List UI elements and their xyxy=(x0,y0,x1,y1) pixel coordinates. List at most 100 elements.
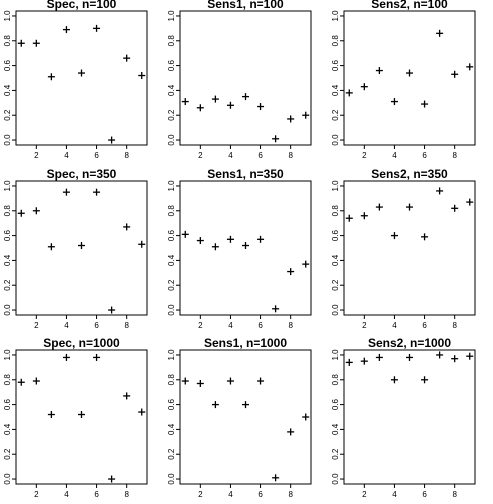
y-tick-label: 1.0 xyxy=(331,349,340,361)
x-tick-label: 2 xyxy=(34,151,39,160)
data-point xyxy=(17,378,25,386)
y-tick-label: 0.2 xyxy=(331,279,340,291)
x-tick-label: 8 xyxy=(124,151,129,160)
plot-frame xyxy=(15,10,148,146)
plot-frame xyxy=(179,180,312,316)
x-tick-label: 6 xyxy=(422,321,427,330)
data-point xyxy=(345,358,353,366)
scatter-panel-7: Spec, n=1000 0.0 0.2 0.4 0.6 0.8 1.0 2 4 6 8 xyxy=(3,336,148,499)
data-point xyxy=(62,188,70,196)
data-point xyxy=(93,188,101,196)
plot-frame xyxy=(179,10,312,146)
x-tick-label: 6 xyxy=(258,321,263,330)
scatter-panel-3: Sens2, n=100 0.0 0.2 0.4 0.6 0.8 1.0 2 4 6 8 xyxy=(331,0,476,160)
y-tick-label: 0.2 xyxy=(167,448,176,460)
x-tick-label: 2 xyxy=(362,151,367,160)
data-point xyxy=(123,54,131,62)
data-point xyxy=(78,69,85,77)
data-point xyxy=(272,305,280,313)
data-point xyxy=(211,243,219,251)
y-tick-label: 1.0 xyxy=(3,349,12,361)
y-tick-label: 0.2 xyxy=(3,109,12,121)
data-point xyxy=(436,351,444,359)
data-point xyxy=(181,230,189,238)
y-tick-label: 0.2 xyxy=(167,109,176,121)
plot-frame xyxy=(179,349,312,485)
data-point xyxy=(108,306,116,314)
data-point xyxy=(466,352,474,360)
data-point xyxy=(287,428,295,436)
data-point xyxy=(181,377,189,385)
y-tick-label: 0.0 xyxy=(331,304,340,316)
data-point xyxy=(32,39,40,47)
y-tick-label: 1.0 xyxy=(3,10,12,22)
data-point xyxy=(17,39,25,47)
plot-frame xyxy=(343,180,476,316)
x-tick-label: 4 xyxy=(392,151,397,160)
y-tick-label: 0.4 xyxy=(167,254,176,266)
data-point xyxy=(62,26,70,34)
y-tick-label: 0.2 xyxy=(331,109,340,121)
data-point xyxy=(360,357,368,365)
data-point xyxy=(390,376,398,384)
data-point xyxy=(123,223,131,231)
y-tick-label: 0.4 xyxy=(3,84,12,96)
data-point xyxy=(242,93,249,101)
x-tick-label: 6 xyxy=(422,151,427,160)
y-tick-label: 0.0 xyxy=(3,134,12,146)
y-tick-label: 0.2 xyxy=(331,448,340,460)
data-point xyxy=(226,101,234,109)
data-point xyxy=(78,411,85,419)
data-point xyxy=(421,376,429,384)
y-tick-label: 0.0 xyxy=(167,473,176,485)
data-point xyxy=(466,198,474,206)
panel-title: Spec, n=350 xyxy=(47,167,117,181)
panel-title: Sens2, n=1000 xyxy=(368,336,451,350)
data-point xyxy=(47,243,55,251)
data-point xyxy=(302,413,310,421)
data-point xyxy=(47,411,55,419)
data-point xyxy=(302,111,310,119)
data-point xyxy=(226,235,234,243)
scatter-panel-9: Sens2, n=1000 0.0 0.2 0.4 0.6 0.8 1.0 2 4 6 8 xyxy=(331,336,476,499)
y-tick-label: 0.0 xyxy=(167,304,176,316)
y-tick-label: 0.4 xyxy=(331,423,340,435)
x-tick-label: 2 xyxy=(198,321,203,330)
x-tick-label: 2 xyxy=(198,490,203,499)
y-tick-label: 0.4 xyxy=(3,254,12,266)
scatter-panel-6: Sens2, n=350 0.0 0.2 0.4 0.6 0.8 1.0 2 4 6 8 xyxy=(331,167,476,330)
data-point xyxy=(196,380,204,387)
x-tick-label: 6 xyxy=(94,321,99,330)
y-tick-label: 0.4 xyxy=(167,84,176,96)
data-point xyxy=(406,203,413,211)
x-tick-label: 6 xyxy=(422,490,427,499)
data-point xyxy=(345,214,353,222)
data-point xyxy=(451,204,459,212)
scatter-panel-4: Spec, n=350 0.0 0.2 0.4 0.6 0.8 1.0 2 4 6 8 xyxy=(3,167,148,330)
y-tick-label: 0.0 xyxy=(331,473,340,485)
data-point xyxy=(242,401,249,409)
x-tick-label: 2 xyxy=(362,321,367,330)
x-tick-label: 4 xyxy=(392,490,397,499)
y-tick-label: 0.2 xyxy=(3,279,12,291)
panel-title: Sens1, n=100 xyxy=(207,0,284,11)
y-tick-label: 0.6 xyxy=(167,229,176,241)
data-point xyxy=(287,268,295,276)
x-tick-label: 8 xyxy=(452,151,457,160)
x-tick-label: 6 xyxy=(258,151,263,160)
panel-title: Sens2, n=350 xyxy=(371,167,448,181)
x-tick-label: 8 xyxy=(452,321,457,330)
data-point xyxy=(138,240,146,248)
x-tick-label: 8 xyxy=(288,151,293,160)
scatter-panel-8: Sens1, n=1000 0.0 0.2 0.4 0.6 0.8 1.0 2 4 6 8 xyxy=(167,336,312,499)
plot-frame xyxy=(15,180,148,316)
y-tick-label: 1.0 xyxy=(167,180,176,192)
data-point xyxy=(257,377,265,385)
data-point xyxy=(436,187,444,195)
data-point xyxy=(196,104,204,112)
x-tick-label: 6 xyxy=(258,490,263,499)
data-point xyxy=(375,67,383,75)
data-point xyxy=(390,232,398,240)
data-point xyxy=(451,355,459,363)
